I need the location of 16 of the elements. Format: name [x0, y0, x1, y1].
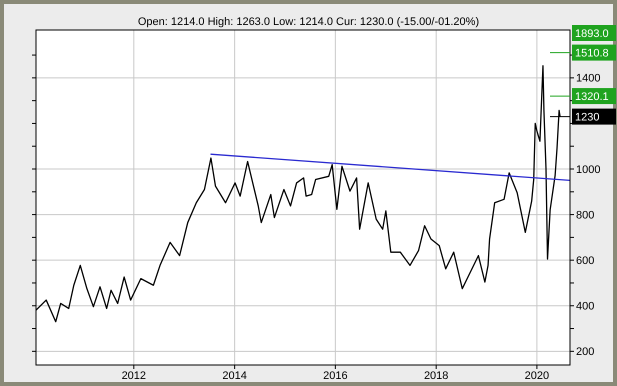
x-tick-label: 2016 [323, 370, 348, 382]
y-tick-label: 600 [576, 255, 594, 268]
y-tick-label: 400 [576, 300, 594, 313]
x-tick-label: 2014 [222, 370, 247, 382]
ref-line-label: 1230 [575, 111, 600, 124]
y-tick-label: 200 [576, 346, 594, 358]
text: 1893.0 [575, 28, 609, 40]
x-tick-label: 2020 [524, 370, 550, 382]
x-tick-label: 2018 [424, 370, 448, 382]
x-tick-label: 2012 [122, 370, 146, 382]
y-tick-label: 1400 [576, 72, 600, 85]
ref-line-label: 1510.8 [575, 47, 609, 60]
ref-line-label: 1320.1 [575, 90, 609, 103]
y-tick-label: 800 [576, 209, 594, 222]
chart-subtitle: Open: 1214.0 High: 1263.0 Low: 1214.0 Cur: 1230.0 (-15.00/-01.20%) [138, 16, 480, 28]
y-tick-label: 1000 [576, 164, 600, 176]
